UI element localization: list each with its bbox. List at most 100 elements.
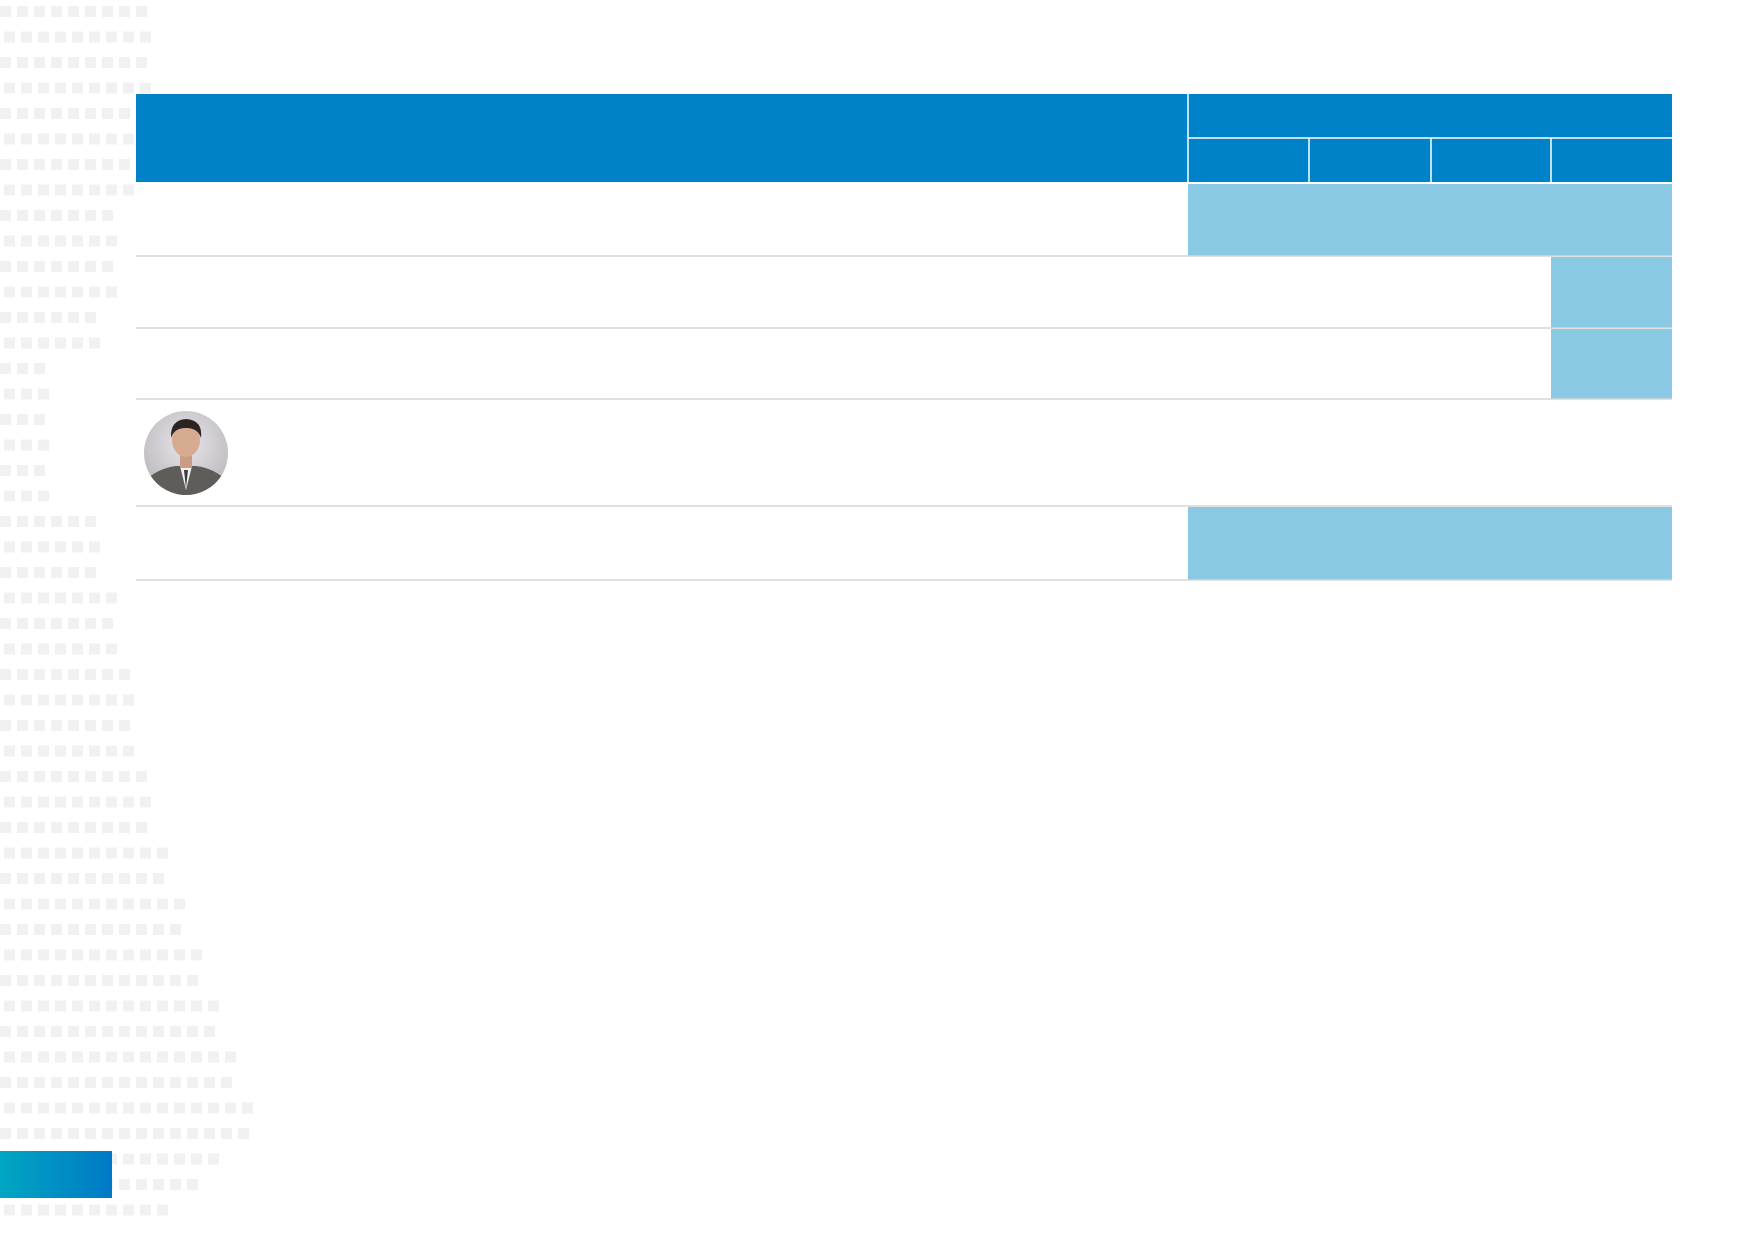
pattern-square xyxy=(34,57,45,68)
pattern-square xyxy=(140,847,151,859)
pattern-square xyxy=(174,1102,185,1114)
pattern-square xyxy=(55,643,66,655)
pattern-square xyxy=(123,1153,134,1165)
pattern-square xyxy=(4,1204,15,1216)
pattern-square xyxy=(89,184,100,196)
pattern-square xyxy=(68,669,79,680)
pattern-square xyxy=(174,949,185,961)
pattern-square xyxy=(68,1026,79,1037)
pattern-square xyxy=(106,133,117,145)
pattern-square xyxy=(34,771,45,782)
pattern-square xyxy=(21,235,32,247)
pattern-square xyxy=(85,1128,96,1139)
pattern-square xyxy=(38,184,49,196)
header-dividers xyxy=(1187,94,1672,182)
pattern-square xyxy=(34,1128,45,1139)
pattern-square xyxy=(0,822,11,833)
pattern-square xyxy=(72,31,83,43)
pattern-square xyxy=(34,975,45,986)
pattern-square xyxy=(34,618,45,629)
pattern-square xyxy=(4,796,15,808)
pattern-square xyxy=(102,720,113,731)
pattern-square xyxy=(17,618,28,629)
pattern-square xyxy=(4,1102,15,1114)
pattern-square xyxy=(21,847,32,859)
pattern-square xyxy=(85,924,96,935)
pattern-square xyxy=(4,592,15,604)
pattern-square xyxy=(174,1000,185,1012)
pattern-square xyxy=(68,771,79,782)
pattern-square xyxy=(0,312,11,323)
pattern-square xyxy=(106,847,117,859)
pattern-square xyxy=(0,1077,11,1088)
pattern-square xyxy=(157,847,168,859)
pattern-square xyxy=(140,796,151,808)
pattern-square xyxy=(72,1102,83,1114)
pattern-square xyxy=(136,6,147,17)
pattern-square xyxy=(174,1051,185,1063)
pattern-square xyxy=(102,669,113,680)
pattern-square xyxy=(38,235,49,247)
pattern-square xyxy=(153,924,164,935)
pattern-square xyxy=(106,286,117,298)
pattern-square xyxy=(21,796,32,808)
pattern-square xyxy=(85,1077,96,1088)
pattern-square xyxy=(140,898,151,910)
pattern-square xyxy=(89,1000,100,1012)
pattern-square xyxy=(140,949,151,961)
pattern-square xyxy=(85,975,96,986)
pattern-square xyxy=(204,1026,215,1037)
pattern-square xyxy=(0,567,11,578)
pattern-square xyxy=(102,1026,113,1037)
pattern-square xyxy=(51,159,62,170)
pattern-square xyxy=(38,133,49,145)
pattern-square xyxy=(89,949,100,961)
pattern-square xyxy=(106,694,117,706)
pattern-square xyxy=(102,1077,113,1088)
pattern-square xyxy=(55,949,66,961)
pattern-square xyxy=(85,6,96,17)
pattern-square xyxy=(0,414,11,425)
pattern-square xyxy=(140,1000,151,1012)
pattern-square xyxy=(0,159,11,170)
pattern-square xyxy=(106,1051,117,1063)
pattern-square xyxy=(34,822,45,833)
pattern-square xyxy=(51,873,62,884)
pattern-square xyxy=(51,6,62,17)
pattern-square xyxy=(119,975,130,986)
pattern-square xyxy=(72,796,83,808)
pattern-square xyxy=(119,1026,130,1037)
pattern-square xyxy=(55,133,66,145)
pattern-square xyxy=(0,6,11,17)
pattern-square xyxy=(0,1026,11,1037)
highlight-cell xyxy=(1551,257,1672,328)
pattern-square xyxy=(34,1026,45,1037)
pattern-square xyxy=(72,541,83,553)
pattern-square xyxy=(89,694,100,706)
pattern-square xyxy=(38,388,49,400)
pattern-square xyxy=(102,57,113,68)
pattern-square xyxy=(85,1026,96,1037)
pattern-square xyxy=(85,516,96,527)
pattern-square xyxy=(21,337,32,349)
pattern-square xyxy=(55,184,66,196)
pattern-square xyxy=(4,133,15,145)
pattern-square xyxy=(55,235,66,247)
pattern-square xyxy=(51,669,62,680)
pattern-square xyxy=(119,822,130,833)
pattern-square xyxy=(102,975,113,986)
pattern-square xyxy=(38,949,49,961)
pattern-square xyxy=(17,108,28,119)
pattern-square xyxy=(0,1128,11,1139)
pattern-square xyxy=(51,57,62,68)
pattern-square xyxy=(21,745,32,757)
pattern-square xyxy=(85,57,96,68)
pattern-square xyxy=(51,618,62,629)
pattern-square xyxy=(21,388,32,400)
pattern-square xyxy=(4,82,15,94)
pattern-square xyxy=(72,643,83,655)
pattern-square xyxy=(34,6,45,17)
pattern-square xyxy=(17,720,28,731)
pattern-square xyxy=(72,286,83,298)
pattern-square xyxy=(34,873,45,884)
